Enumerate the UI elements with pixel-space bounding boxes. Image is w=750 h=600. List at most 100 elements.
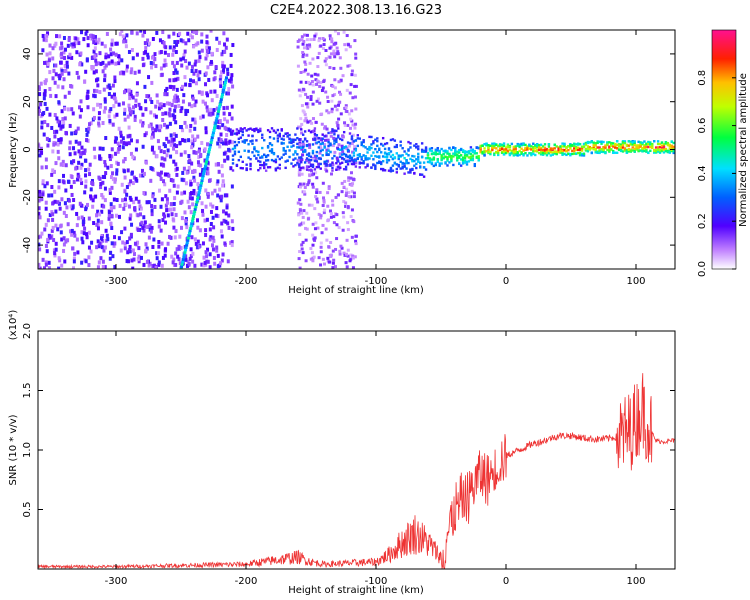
heatmap-cell	[600, 150, 603, 153]
heatmap-cell	[120, 70, 124, 75]
heatmap-cell	[50, 185, 54, 190]
heatmap-cell	[300, 128, 303, 131]
heatmap-cell	[399, 154, 402, 157]
heatmap-cell	[342, 152, 346, 156]
heatmap-cell	[344, 145, 348, 148]
heatmap-cell	[417, 147, 420, 151]
heatmap-cell	[342, 251, 346, 255]
heatmap-cell	[222, 218, 226, 223]
heatmap-cell	[89, 196, 93, 201]
heatmap-cell	[641, 141, 644, 145]
heatmap-cell	[51, 46, 55, 51]
heatmap-cell	[96, 102, 100, 107]
heatmap-cell	[389, 150, 393, 153]
heatmap-cell	[226, 156, 230, 161]
heatmap-cell	[187, 38, 191, 43]
heatmap-cell	[301, 251, 305, 255]
heatmap-cell	[516, 154, 519, 157]
heatmap-cell	[98, 51, 102, 56]
heatmap-cell	[631, 146, 634, 149]
heatmap-cell	[446, 156, 449, 159]
heatmap-cell	[103, 245, 107, 250]
heatmap-cell	[298, 198, 302, 202]
heatmap-cell	[292, 144, 295, 147]
heatmap-cell	[189, 226, 193, 230]
heatmap-cell	[40, 231, 44, 236]
heatmap-cell	[59, 162, 63, 167]
heatmap-cell	[346, 64, 350, 68]
heatmap-cell	[91, 204, 95, 209]
snr-y-axis-label: SNR (10 * v/v)	[8, 414, 19, 485]
heatmap-cell	[72, 259, 76, 264]
heatmap-cell	[298, 146, 301, 149]
heatmap-cell	[261, 136, 264, 139]
heatmap-cell	[108, 153, 112, 158]
heatmap-cell	[219, 74, 223, 79]
heatmap-cell	[182, 255, 186, 259]
heatmap-cell	[206, 166, 210, 171]
heatmap-cell	[465, 153, 469, 157]
heatmap-cell	[524, 151, 527, 155]
heatmap-cell	[467, 160, 471, 163]
heatmap-cell	[594, 144, 597, 147]
heatmap-cell	[204, 82, 208, 87]
heatmap-cell	[354, 147, 358, 151]
heatmap-cell	[44, 262, 48, 267]
heatmap-cell	[348, 144, 352, 148]
heatmap-cell	[193, 210, 197, 214]
heatmap-cell	[309, 168, 313, 171]
heatmap-cell	[48, 213, 52, 218]
heatmap-cell	[149, 229, 153, 234]
spectrogram-plot-area	[38, 30, 675, 269]
heatmap-cell	[41, 48, 45, 53]
heatmap-cell	[324, 90, 328, 94]
heatmap-cell	[403, 156, 406, 160]
heatmap-cell	[41, 192, 45, 197]
heatmap-cell	[194, 202, 198, 206]
heatmap-cell	[158, 173, 162, 178]
heatmap-cell	[325, 169, 328, 172]
heatmap-cell	[97, 121, 101, 126]
heatmap-cell	[557, 147, 560, 150]
heatmap-cell	[349, 171, 353, 175]
heatmap-cell	[298, 182, 302, 186]
heatmap-cell	[243, 139, 246, 142]
heatmap-cell	[319, 142, 322, 146]
heatmap-cell	[662, 144, 666, 148]
heatmap-cell	[63, 201, 67, 206]
heatmap-cell	[345, 34, 349, 38]
heatmap-cell	[202, 255, 206, 260]
heatmap-cell	[71, 111, 75, 116]
heatmap-cell	[96, 61, 100, 66]
heatmap-cell	[331, 144, 335, 148]
heatmap-cell	[305, 157, 309, 160]
heatmap-cell	[351, 254, 355, 258]
heatmap-cell	[204, 250, 208, 255]
heatmap-cell	[510, 142, 514, 146]
heatmap-cell	[315, 160, 319, 163]
heatmap-cell	[190, 139, 194, 144]
heatmap-cell	[149, 122, 153, 127]
heatmap-cell	[203, 147, 207, 152]
heatmap-cell	[103, 65, 107, 70]
heatmap-cell	[39, 102, 43, 107]
heatmap-cell	[557, 149, 560, 153]
heatmap-cell	[643, 149, 646, 153]
heatmap-cell	[151, 192, 155, 197]
heatmap-cell	[209, 112, 213, 117]
heatmap-cell	[39, 197, 43, 202]
heatmap-cell	[221, 93, 225, 97]
heatmap-cell	[211, 111, 215, 116]
heatmap-cell	[83, 148, 87, 153]
heatmap-cell	[94, 41, 98, 46]
heatmap-cell	[87, 255, 91, 260]
heatmap-cell	[205, 142, 209, 147]
heatmap-cell	[233, 150, 237, 153]
heatmap-cell	[397, 164, 400, 168]
heatmap-cell	[142, 171, 146, 176]
heatmap-cell	[192, 71, 196, 76]
heatmap-cell	[331, 169, 334, 172]
heatmap-cell	[119, 133, 123, 138]
heatmap-cell	[290, 145, 293, 148]
heatmap-cell	[72, 197, 76, 202]
